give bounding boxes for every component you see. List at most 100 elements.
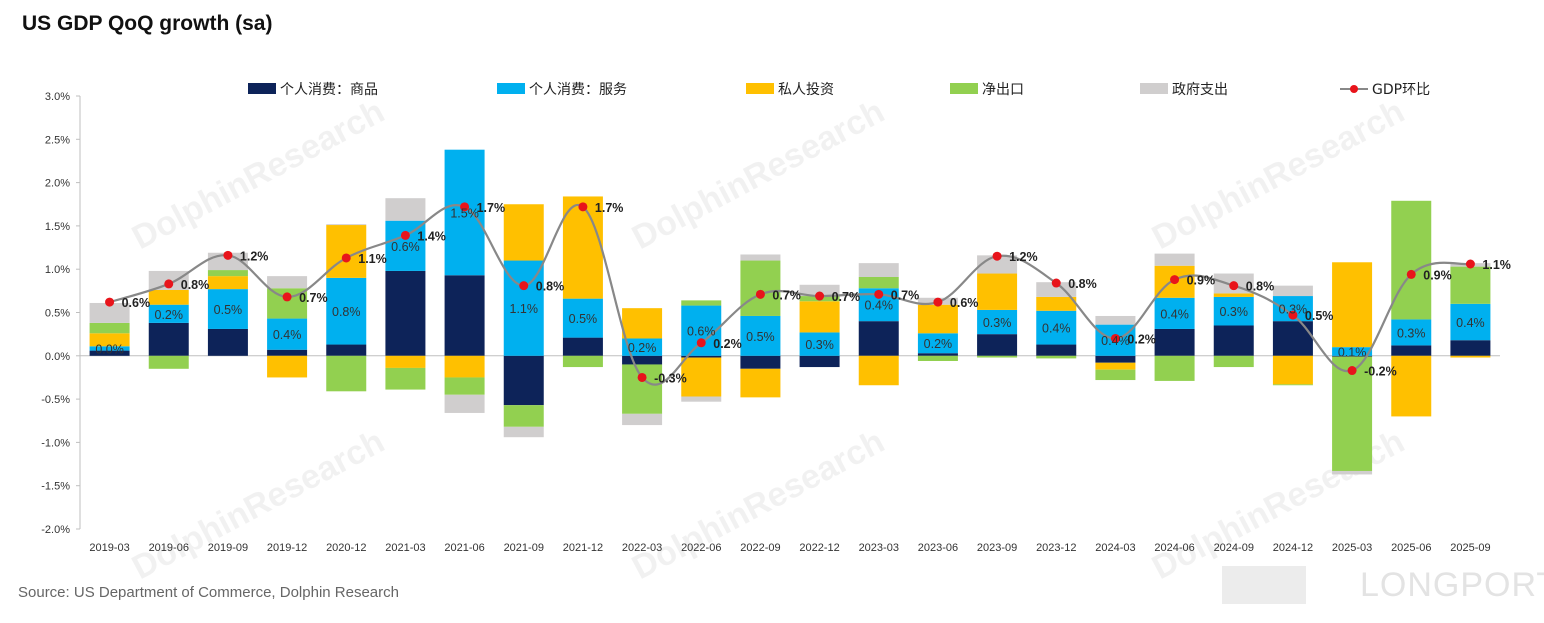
gdp-data-label: 0.7% <box>891 288 920 302</box>
bar-segment-5 <box>1095 315 1136 325</box>
x-tick-label: 2019-06 <box>149 542 189 554</box>
bar-data-label: 0.5% <box>214 303 243 317</box>
bar-segment-5 <box>1272 285 1313 297</box>
bar-segment-2 <box>1450 303 1491 341</box>
x-tick-label: 2025-06 <box>1391 542 1431 554</box>
bar-segment-3 <box>1450 355 1491 358</box>
bar-segment-3 <box>917 304 958 334</box>
bar-segment-4 <box>1036 355 1077 359</box>
watermark-text: DolphinResearch <box>126 422 391 587</box>
bar-data-label: 0.3% <box>1279 303 1308 317</box>
gdp-point <box>933 297 943 307</box>
bar-segment-1 <box>1450 340 1491 356</box>
gdp-point <box>992 251 1002 261</box>
bar-data-label: 0.4% <box>1160 307 1189 321</box>
gdp-data-label: 0.9% <box>1423 268 1452 282</box>
bar-segment-3 <box>1036 296 1077 311</box>
x-tick-label: 2019-09 <box>208 542 248 554</box>
bar-segment-4 <box>1213 355 1254 368</box>
y-tick-label: 0.5% <box>45 308 70 320</box>
bar-segment-5 <box>799 284 840 297</box>
gdp-point <box>696 338 706 348</box>
label-layer: 0.0% 0.2% 0.5% 0.4% 0.8% 0.6% 1.5% 1.1% 0.5% 0.2%… <box>95 201 1511 386</box>
x-tick-label: 2023-09 <box>977 542 1017 554</box>
bar-segment-1 <box>1036 344 1077 356</box>
gdp-data-label: 0.2% <box>1127 332 1156 346</box>
bar-segment-2 <box>977 309 1018 335</box>
gdp-data-label: -0.2% <box>1364 365 1397 379</box>
axis-layer: -2.0% -1.5% -1.0% -0.5% 0.0% 0.5% 1.0% 1.5% 2.0%… <box>41 91 1500 554</box>
bar-segment-4 <box>207 270 248 277</box>
x-tick-label: 2025-03 <box>1332 542 1372 554</box>
bar-segment-1 <box>1272 321 1313 356</box>
bar-segment-1 <box>562 337 603 356</box>
bar-data-label: 0.4% <box>1042 322 1071 336</box>
x-tick-label: 2022-06 <box>681 542 721 554</box>
x-tick-label: 2024-06 <box>1154 542 1194 554</box>
line-layer <box>105 202 1475 386</box>
bar-segment-1 <box>444 275 485 356</box>
bar-segment-2 <box>562 298 603 338</box>
bar-segment-2 <box>207 289 248 329</box>
bar-segment-4 <box>89 322 130 334</box>
y-tick-label: 0.0% <box>45 351 70 363</box>
x-tick-label: 2023-06 <box>918 542 958 554</box>
gdp-data-label: 1.1% <box>1482 258 1511 272</box>
legend-label: GDP环比 <box>1372 82 1430 98</box>
bar-segment-2 <box>1332 347 1373 356</box>
bar-segment-4 <box>858 276 899 289</box>
gdp-data-label: 0.6% <box>950 296 979 310</box>
gdp-data-label: 1.1% <box>358 252 387 266</box>
bar-segment-3 <box>1095 362 1136 370</box>
bar-segment-1 <box>1154 328 1195 356</box>
bar-segment-3 <box>207 276 248 290</box>
bar-segment-3 <box>622 308 663 339</box>
gdp-data-label: 0.7% <box>832 290 861 304</box>
gdp-data-label: 0.6% <box>122 296 151 310</box>
gdp-data-label: 0.7% <box>299 291 328 305</box>
legend-label: 净出口 <box>982 82 1024 98</box>
gdp-data-label: 1.7% <box>477 201 506 215</box>
bar-segment-1 <box>326 344 367 356</box>
bar-segment-5 <box>858 263 899 277</box>
x-tick-label: 2021-06 <box>444 542 484 554</box>
bar-segment-1 <box>207 328 248 356</box>
gdp-point <box>1170 275 1180 285</box>
bar-segment-3 <box>1391 355 1432 417</box>
bar-segment-5 <box>267 276 308 289</box>
legend-marker <box>1350 85 1358 93</box>
legend-label: 私人投资 <box>778 82 834 98</box>
bar-segment-2 <box>1391 319 1432 346</box>
gdp-point <box>460 202 470 212</box>
bar-segment-3 <box>562 196 603 299</box>
bar-segment-4 <box>503 405 544 427</box>
bar-data-label: 0.4% <box>1456 316 1485 330</box>
bar-segment-2 <box>740 315 781 356</box>
bar-segment-3 <box>977 273 1018 310</box>
bar-segment-1 <box>858 321 899 356</box>
legend-swatch <box>1140 83 1168 94</box>
watermark-text: DolphinResearch <box>1146 92 1411 257</box>
gdp-point <box>282 292 292 302</box>
gdp-data-label: 0.2% <box>713 337 742 351</box>
bar-data-label: 0.4% <box>865 299 894 313</box>
gdp-data-label: 0.9% <box>1187 274 1216 288</box>
bar-segment-4 <box>1391 200 1432 320</box>
bar-segment-5 <box>326 224 367 226</box>
legend-swatch <box>950 83 978 94</box>
gdp-point <box>815 291 825 301</box>
bar-segment-3 <box>89 333 130 347</box>
x-tick-label: 2025-09 <box>1450 542 1490 554</box>
brand-logo-block <box>1222 566 1306 604</box>
bar-segment-1 <box>385 270 426 356</box>
x-tick-label: 2021-09 <box>504 542 544 554</box>
gdp-point <box>637 372 647 382</box>
bar-segment-4 <box>622 364 663 414</box>
x-tick-label: 2023-12 <box>1036 542 1076 554</box>
gdp-point <box>755 289 765 299</box>
gdp-point <box>1406 269 1416 279</box>
legend-label: 政府支出 <box>1172 82 1228 98</box>
gdp-point <box>578 202 588 212</box>
y-tick-label: 1.0% <box>45 264 70 276</box>
bar-data-label: 1.1% <box>510 302 539 316</box>
